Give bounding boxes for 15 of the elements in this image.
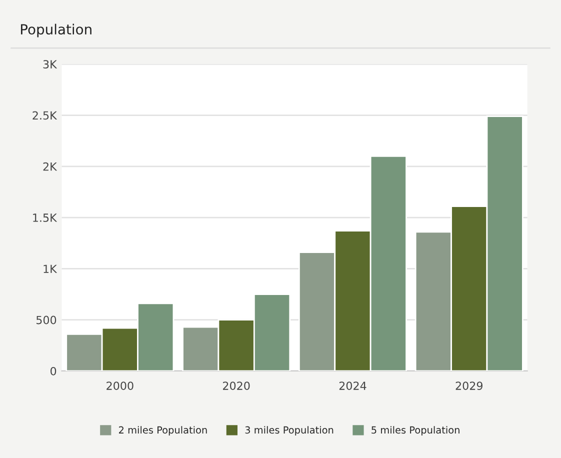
- y-tick-label: 1.5K: [33, 214, 58, 222]
- y-tick-label: 0: [50, 366, 56, 376]
- y-tick-label: 3K: [43, 60, 58, 68]
- chart-title: Population: [21, 24, 92, 38]
- legend-label: 5 miles Population: [372, 426, 460, 436]
- x-tick-label: 2020: [222, 382, 250, 390]
- x-tick-label: 2029: [456, 382, 482, 390]
- y-tick-label: 500: [36, 316, 56, 324]
- legend-label: 3 miles Population: [245, 426, 334, 436]
- y-tick-label: 2K: [43, 162, 58, 171]
- y-tick-label: 2.5K: [32, 111, 58, 120]
- x-tick-label: 2024: [339, 382, 366, 390]
- x-tick-label: 2000: [106, 382, 134, 390]
- legend-label: 2 miles Population: [118, 426, 207, 436]
- y-tick-label: 1K: [44, 264, 58, 273]
